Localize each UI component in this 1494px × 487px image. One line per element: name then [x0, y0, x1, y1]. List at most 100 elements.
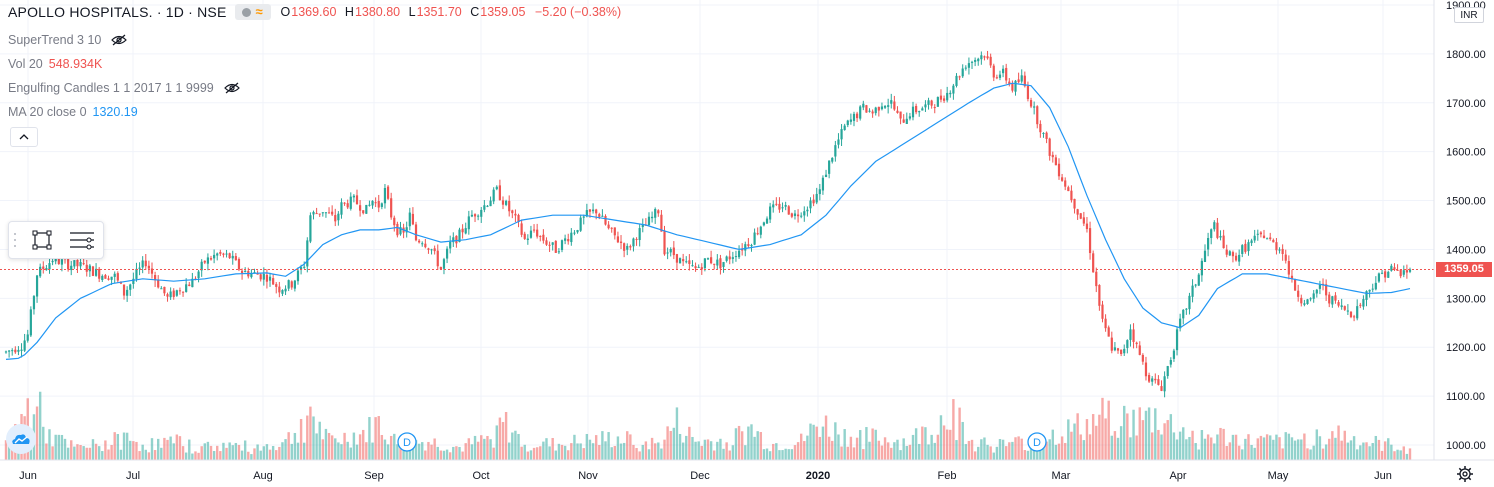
candle-body	[915, 106, 918, 113]
volume-bar	[452, 446, 455, 460]
volume-bar	[949, 429, 952, 460]
drawing-toolbar[interactable]	[8, 221, 104, 259]
indicator-engulfing[interactable]: Engulfing Candles 1 1 2017 1 1 9999	[8, 81, 240, 95]
waves-icon: ≈	[255, 4, 263, 19]
candle-body	[1284, 254, 1287, 261]
volume-bar	[1234, 434, 1238, 460]
candle-body	[29, 309, 32, 336]
market-status-badge[interactable]: ≈	[234, 4, 271, 20]
candle-body	[741, 249, 744, 251]
hidden-eye-icon[interactable]	[223, 82, 240, 94]
indicator-ma[interactable]: MA 20 close 0 1320.19	[8, 105, 138, 119]
candle-body	[70, 265, 73, 271]
candle-body	[408, 212, 411, 227]
volume-bar	[1004, 446, 1008, 460]
volume-bar	[330, 435, 334, 460]
candle-body	[610, 227, 613, 229]
hidden-eye-icon[interactable]	[111, 34, 128, 46]
volume-bar	[958, 407, 961, 460]
candle-body	[306, 240, 309, 267]
candle-body	[200, 261, 203, 271]
volume-bar	[240, 450, 244, 460]
candle-body	[1266, 238, 1269, 240]
candle-body	[560, 240, 564, 250]
candle-body	[855, 113, 859, 119]
volume-bar	[343, 432, 346, 460]
indicator-volume[interactable]: Vol 20 548.934K	[8, 57, 102, 71]
candle-body	[691, 265, 694, 267]
volume-bar	[567, 450, 570, 460]
volume-bar	[138, 451, 141, 460]
volume-bar	[1343, 430, 1346, 460]
volume-bar	[862, 449, 865, 460]
volume-bar	[855, 437, 859, 460]
volume-bar	[1328, 438, 1331, 460]
candle-body	[762, 222, 766, 226]
volume-bar	[554, 450, 557, 460]
candle-body	[1166, 366, 1169, 377]
candle-body	[60, 259, 64, 265]
volume-bar	[1051, 429, 1054, 460]
volume-bar	[970, 439, 974, 460]
candle-body	[51, 261, 54, 263]
volume-bar	[709, 441, 713, 460]
candle-body	[1061, 177, 1064, 181]
volume-bar	[237, 444, 241, 460]
tradingview-logo-icon[interactable]	[6, 424, 36, 454]
candle-body	[492, 189, 495, 202]
volume-bar	[675, 407, 679, 460]
volume-bar	[1349, 440, 1353, 460]
candle-body	[626, 245, 629, 250]
candle-body	[439, 267, 442, 270]
candle-body	[213, 254, 216, 259]
candle-body	[1234, 255, 1238, 261]
volume-bar	[1076, 413, 1079, 460]
symbol-title[interactable]: APOLLO HOSPITALS. · 1D · NSE	[8, 4, 227, 20]
volume-bar	[1241, 449, 1244, 460]
drag-handle-icon[interactable]	[13, 232, 17, 248]
volume-bar	[1104, 418, 1107, 460]
candle-body	[629, 246, 632, 248]
candle-body	[39, 266, 42, 277]
candle-body	[1026, 86, 1030, 100]
close-value: 1359.05	[480, 5, 526, 19]
volume-bar	[1060, 436, 1064, 460]
candle-body	[153, 274, 157, 281]
volume-bar	[1039, 443, 1042, 460]
volume-bar	[1231, 434, 1235, 460]
candle-body	[564, 238, 567, 241]
volume-bar	[799, 433, 803, 460]
volume-bar	[535, 447, 539, 460]
volume-bar	[1169, 414, 1173, 460]
volume-bar	[1256, 438, 1259, 460]
volume-bar	[1340, 440, 1343, 460]
volume-bar	[840, 446, 843, 460]
volume-bar	[787, 449, 790, 460]
volume-bar	[209, 445, 213, 460]
indicator-supertrend[interactable]: SuperTrend 3 10	[8, 33, 128, 47]
volume-bar	[740, 431, 744, 460]
candle-body	[728, 256, 731, 260]
price-tick-label: 1100.00	[1446, 391, 1485, 403]
volume-bar	[1296, 439, 1300, 460]
object-tree-icon[interactable]	[69, 230, 95, 250]
candle-body	[1216, 222, 1219, 238]
collapse-legend-button[interactable]	[10, 127, 38, 147]
volume-bar	[713, 450, 716, 460]
candle-body	[1157, 379, 1160, 385]
rectangle-tool-icon[interactable]	[31, 229, 53, 251]
volume-bar	[461, 451, 464, 460]
candle-body	[1269, 237, 1272, 240]
currency-badge[interactable]: INR	[1454, 7, 1484, 23]
candle-body	[374, 202, 377, 204]
candle-body	[1287, 261, 1290, 275]
volume-bar	[980, 439, 983, 460]
candle-body	[846, 120, 849, 126]
volume-bar	[45, 443, 48, 460]
candle-body	[641, 224, 644, 228]
volume-bar	[1247, 434, 1250, 460]
volume-bar	[591, 443, 595, 460]
gear-icon[interactable]	[1456, 465, 1474, 483]
volume-bar	[1150, 432, 1154, 460]
